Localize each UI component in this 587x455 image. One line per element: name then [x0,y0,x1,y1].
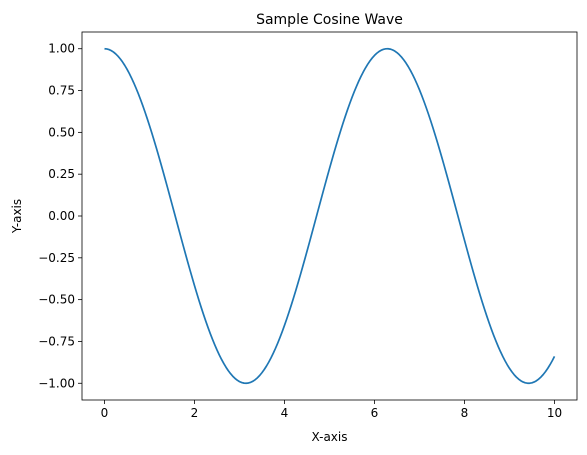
y-axis-ticks: 1.00 0.75 0.50 0.25 0.00 −0.25 −0.50 −0.75 −1.00 [38,42,82,390]
y-tick-label: −0.50 [38,293,75,307]
y-tick-label: −0.75 [38,334,75,348]
y-tick-label: 1.00 [48,42,75,56]
y-tick-label: −1.00 [38,376,75,390]
y-tick-label: −0.25 [38,251,75,265]
y-tick-label: 0.25 [48,167,75,181]
y-tick-label: 0.00 [48,209,75,223]
series-layer [104,47,556,385]
x-tick-label: 10 [547,406,562,420]
plot-area [82,32,577,400]
x-tick-label: 2 [191,406,199,420]
chart-title: Sample Cosine Wave [256,12,403,28]
y-tick-label: 0.50 [48,125,75,139]
x-tick-label: 8 [461,406,469,420]
x-tick-label: 4 [281,406,289,420]
x-axis-label: X-axis [312,430,348,444]
y-tick-label: 0.75 [48,84,75,98]
x-axis-ticks: 0 2 4 6 8 10 [101,400,562,420]
series-line-0 [104,47,556,385]
x-tick-label: 0 [101,406,109,420]
y-axis-label: Y-axis [10,199,24,234]
x-tick-label: 6 [371,406,379,420]
